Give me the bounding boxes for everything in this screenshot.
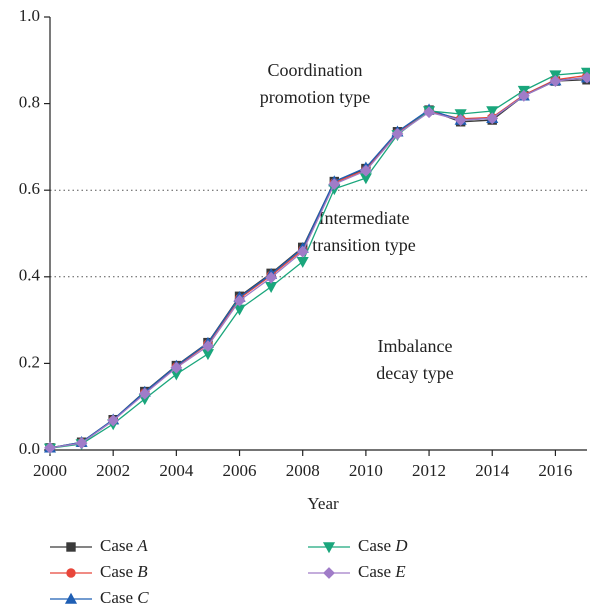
point <box>296 256 309 268</box>
x-tick-label: 2000 <box>33 461 67 480</box>
x-tick-label: 2002 <box>96 461 130 480</box>
legend-label: Case B <box>100 562 148 581</box>
y-tick-label: 0.0 <box>19 439 40 458</box>
series-line <box>49 76 588 449</box>
x-tick-label: 2014 <box>475 461 510 480</box>
point <box>265 282 278 293</box>
annotation: Coordination <box>268 60 363 80</box>
point <box>423 106 435 119</box>
point <box>581 71 590 84</box>
point <box>44 441 56 454</box>
legend-label: Case D <box>358 536 408 555</box>
point <box>202 340 214 352</box>
x-tick-label: 2004 <box>159 461 194 480</box>
x-tick-label: 2008 <box>286 461 320 480</box>
series-line <box>49 71 588 449</box>
point <box>107 414 120 427</box>
x-tick-label: 2006 <box>223 461 257 480</box>
legend-marker <box>323 567 335 579</box>
point <box>391 128 404 140</box>
series-line <box>49 74 588 449</box>
x-axis-label: Year <box>307 494 339 513</box>
x-tick-label: 2012 <box>412 461 446 480</box>
annotation: promotion type <box>260 87 371 107</box>
y-tick-label: 0.4 <box>19 266 41 285</box>
annotation: Imbalance <box>378 336 453 356</box>
legend-marker <box>64 592 78 604</box>
annotation: transition type <box>312 235 415 255</box>
point <box>549 75 562 87</box>
point <box>138 387 151 400</box>
point <box>486 112 499 125</box>
point <box>233 294 246 307</box>
x-tick-label: 2010 <box>349 461 383 480</box>
point <box>454 114 467 126</box>
legend-label: Case A <box>100 536 148 555</box>
legend-label: Case C <box>100 588 149 607</box>
point <box>170 361 183 374</box>
y-tick-label: 0.2 <box>19 352 40 371</box>
point <box>265 271 278 284</box>
legend-marker <box>66 568 76 578</box>
point <box>486 106 499 118</box>
legend-marker <box>322 542 336 554</box>
annotation: decay type <box>376 363 453 383</box>
legend-marker <box>66 542 76 552</box>
point <box>359 164 372 177</box>
series-line <box>49 76 588 449</box>
y-tick-label: 0.6 <box>19 179 40 198</box>
point <box>328 178 341 191</box>
legend-label: Case E <box>358 562 406 581</box>
series-line <box>49 79 588 449</box>
point <box>75 437 88 449</box>
annotation: Intermediate <box>319 208 410 228</box>
point <box>517 89 530 102</box>
x-tick-label: 2016 <box>538 461 572 480</box>
point <box>296 245 309 258</box>
y-tick-label: 0.8 <box>19 93 40 112</box>
y-tick-label: 1.0 <box>19 6 40 25</box>
